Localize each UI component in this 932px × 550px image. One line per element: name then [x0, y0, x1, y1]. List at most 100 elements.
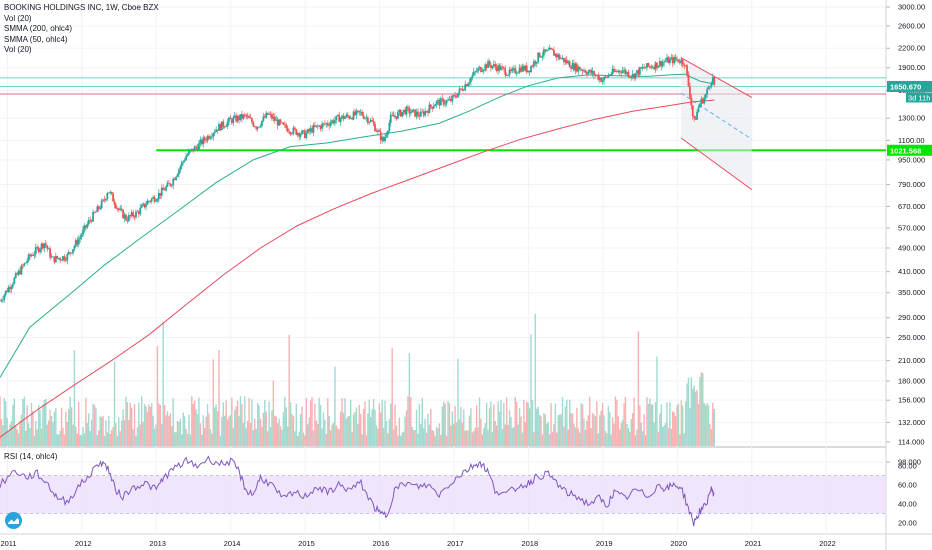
volume-bar: [65, 411, 67, 446]
tradingview-logo-icon[interactable]: [5, 512, 22, 529]
candle-body: [378, 130, 381, 132]
candle-body: [165, 186, 167, 191]
candle-body: [480, 67, 482, 72]
candle-body: [106, 193, 109, 199]
candle-body: [32, 255, 34, 256]
candle-body: [371, 119, 374, 122]
volume-bar: [89, 431, 91, 446]
volume-bar: [16, 429, 18, 446]
candle-body: [145, 204, 147, 208]
candle-body: [77, 239, 80, 245]
candle-body: [538, 52, 541, 57]
candle-body: [142, 203, 145, 206]
volume-bar: [130, 407, 133, 446]
candle-body: [129, 215, 132, 217]
volume-bar: [680, 400, 683, 446]
candle-body: [375, 131, 378, 132]
candle-body: [153, 197, 156, 202]
volume-bar: [314, 403, 316, 446]
volume-bar: [534, 313, 537, 446]
legend-smma-200[interactable]: SMMA (200, ohlc4): [4, 24, 73, 33]
candle-body: [364, 117, 366, 119]
candle-body: [709, 86, 711, 88]
candle-body: [176, 174, 179, 177]
volume-bar: [553, 424, 555, 446]
volume-bar: [5, 401, 7, 446]
rsi-legend[interactable]: RSI (14, ohlc4): [4, 452, 58, 461]
volume-bar: [674, 416, 677, 446]
candle-body: [110, 191, 113, 194]
volume-bar: [418, 403, 421, 446]
volume-bar: [42, 404, 44, 446]
volume-bar: [385, 421, 388, 446]
volume-bar: [563, 426, 565, 446]
candle-body: [316, 125, 319, 127]
volume-bar: [297, 435, 299, 446]
volume-bar: [271, 410, 273, 446]
volume-bar: [9, 424, 11, 446]
candle-body: [115, 204, 117, 209]
volume-bar: [609, 411, 611, 446]
candle-body: [319, 125, 322, 129]
candle-body: [9, 287, 11, 290]
candle-body: [229, 117, 232, 120]
legend-smma-50[interactable]: SMMA (50, ohlc4): [4, 34, 68, 44]
volume-bar: [521, 432, 524, 446]
volume-bar: [501, 428, 504, 446]
candle-body: [515, 73, 518, 74]
volume-bar: [209, 429, 212, 446]
volume-bar: [670, 428, 673, 446]
volume-bar: [110, 429, 113, 446]
time-tick-label: 2017: [447, 539, 464, 548]
candle-body: [614, 71, 617, 72]
candle-body: [306, 129, 309, 134]
volume-bar: [528, 408, 531, 446]
channel-boundary-line: [680, 137, 753, 191]
candle-body: [661, 62, 664, 67]
candle-body: [362, 115, 365, 119]
candle-body: [87, 220, 90, 225]
candle-body: [398, 109, 401, 113]
candle-body: [209, 137, 212, 139]
candle-body: [4, 290, 7, 295]
volume-bar: [158, 403, 160, 446]
candle-body: [62, 256, 64, 261]
candle-body: [703, 97, 706, 104]
volume-bar: [255, 428, 257, 446]
volume-bar: [329, 430, 332, 446]
time-tick-label: 2016: [373, 539, 390, 548]
volume-bar: [463, 409, 465, 446]
volume-bar: [348, 416, 350, 446]
volume-bar: [199, 423, 202, 446]
volume-bar: [32, 411, 34, 446]
candle-body: [616, 71, 618, 72]
volume-bar: [700, 372, 703, 446]
candle-body: [663, 61, 666, 63]
volume-bar: [523, 400, 525, 446]
candle-body: [477, 68, 479, 72]
chart-title[interactable]: BOOKING HOLDINGS INC, 1W, Cboe BZX: [4, 3, 159, 12]
volume-bar: [391, 347, 393, 446]
volume-bar: [360, 414, 362, 446]
volume-bar: [672, 411, 674, 446]
volume-bar: [566, 399, 568, 446]
candle-body: [369, 119, 372, 123]
volume-bar: [703, 403, 705, 446]
candle-body: [240, 114, 243, 119]
volume-bar: [656, 356, 658, 446]
volume-bar: [159, 404, 162, 446]
volume-bar: [105, 420, 107, 446]
current-price-label: 1650.670: [890, 82, 921, 91]
volume-bar: [594, 416, 597, 446]
legend-vol-2[interactable]: Vol (20): [4, 45, 32, 54]
candle-body: [60, 259, 63, 261]
legend-vol-1[interactable]: Vol (20): [4, 13, 32, 23]
volume-bar: [339, 411, 342, 446]
volume-bar: [667, 427, 670, 446]
candle-body: [183, 160, 186, 162]
volume-bar: [481, 434, 484, 446]
volume-bar: [494, 421, 496, 446]
candle-body: [626, 71, 628, 74]
volume-bar: [651, 404, 654, 446]
